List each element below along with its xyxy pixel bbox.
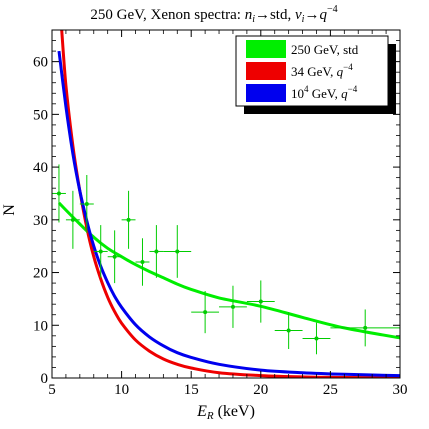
data-point <box>274 312 303 349</box>
legend-label-q34-main: 34 GeV, <box>291 64 337 79</box>
x-axis-label-unit: (keV) <box>214 403 255 420</box>
legend-label-q1e4-after: GeV, <box>309 86 342 101</box>
x-axis-label-var: E <box>196 403 207 420</box>
chart-title-n-sub: i <box>252 14 255 25</box>
data-point-marker <box>363 325 368 330</box>
x-tick-label: 30 <box>393 382 408 398</box>
y-tick-label: 10 <box>33 318 48 334</box>
data-point <box>79 175 94 233</box>
data-point-marker <box>140 260 145 264</box>
legend-swatch-std <box>246 40 286 58</box>
legend-label-q1e4-q: q <box>341 86 348 101</box>
y-tick-label: 40 <box>33 160 48 176</box>
x-tick-label: 25 <box>323 382 338 398</box>
data-point <box>163 225 192 278</box>
data-point-marker <box>175 249 180 254</box>
y-tick-label: 30 <box>33 213 48 229</box>
data-point-marker <box>258 299 263 304</box>
chart-title-v-sub: i <box>302 14 305 25</box>
y-axis-label: N <box>1 204 18 216</box>
legend-swatch-q1e4 <box>246 84 286 102</box>
x-tick-label: 15 <box>184 382 199 398</box>
data-point-marker <box>314 336 319 341</box>
plot-frame <box>51 29 401 379</box>
chart-title-prefix: 250 GeV, Xenon spectra: <box>90 7 244 23</box>
data-point <box>191 291 220 334</box>
x-tick-label: 5 <box>48 382 56 398</box>
legend-label-q1e4-sup: 4 <box>304 84 309 94</box>
chart-title-v: v <box>295 7 302 23</box>
data-point-marker <box>56 191 61 196</box>
legend-swatch-q34 <box>246 62 286 80</box>
x-tick-label: 10 <box>114 382 129 398</box>
data-point <box>219 285 247 328</box>
data-point <box>107 230 122 284</box>
data-point <box>52 164 66 223</box>
data-point <box>93 225 108 278</box>
y-tick-label: 20 <box>33 266 48 282</box>
data-point-marker <box>286 328 291 333</box>
data-point <box>121 190 136 249</box>
data-points-layer <box>52 164 400 355</box>
chart-title-q-exp: −4 <box>327 4 338 15</box>
legend-label-std: 250 GeV, std <box>291 42 359 57</box>
data-point <box>135 238 150 286</box>
curves-layer <box>57 30 400 378</box>
data-point <box>330 309 400 347</box>
legend-label-q1e4-exp: −4 <box>348 84 358 94</box>
legend-label-q34-q: q <box>337 64 344 79</box>
data-point <box>246 280 275 323</box>
data-point-marker <box>98 249 103 254</box>
data-point <box>149 225 164 278</box>
legend-label-q34-exp: −4 <box>343 62 353 72</box>
x-axis-label: ER (keV) <box>196 403 255 422</box>
data-point-marker <box>112 254 117 259</box>
chart-title: 250 GeV, Xenon spectra: ni→std, vi→q−4 <box>90 4 337 25</box>
data-point <box>65 190 80 249</box>
data-point-marker <box>154 249 159 254</box>
chart-title-n: n <box>245 7 253 23</box>
data-point-marker <box>203 310 208 315</box>
chart-title-arrow1: →std, <box>255 7 295 23</box>
legend-label-q1e4-main: 10 <box>291 86 304 101</box>
y-tick-label: 50 <box>33 107 48 123</box>
y-tick-label: 0 <box>41 371 49 387</box>
ticks-layer: 5 10 15 20 25 30 0 10 20 30 40 50 60 <box>33 29 408 398</box>
series-line-0 <box>57 201 400 340</box>
chart-title-q: q <box>319 7 327 23</box>
x-tick-label: 20 <box>253 382 268 398</box>
data-point-marker <box>126 217 131 222</box>
data-point-marker <box>84 202 89 206</box>
data-point-marker <box>70 217 75 222</box>
data-point <box>302 322 331 355</box>
x-axis-label-sub: R <box>206 410 214 422</box>
legend: 250 GeV, std 34 GeV, q−4 104 GeV, q−4 <box>235 35 396 114</box>
y-tick-label: 60 <box>33 55 48 71</box>
series-line-2 <box>57 50 400 378</box>
data-point-marker <box>230 304 235 309</box>
legend-label-q34: 34 GeV, q−4 <box>291 62 353 79</box>
chart-title-arrow2: → <box>304 7 319 23</box>
legend-label-std-main: 250 GeV, std <box>291 42 359 57</box>
legend-label-q1e4: 104 GeV, q−4 <box>291 84 358 101</box>
